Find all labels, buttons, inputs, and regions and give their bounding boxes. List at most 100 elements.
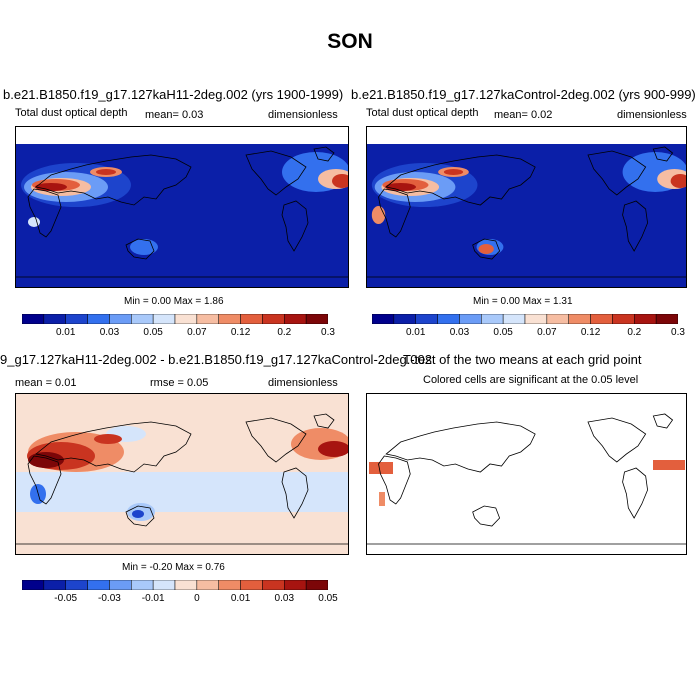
- colorbar-swatch: [372, 314, 395, 324]
- colorbar-tick-label: 0.01: [55, 327, 76, 338]
- colorbar-swatch: [459, 314, 482, 324]
- panel-ttest-title: T-test of the two means at each grid poi…: [403, 352, 642, 367]
- colorbar-tick-label: 0.07: [187, 327, 207, 338]
- diff-contour-africa-core: [28, 452, 64, 468]
- colorbar-swatch: [109, 314, 132, 324]
- coastline-1: [27, 455, 62, 505]
- coastline-4: [281, 467, 309, 519]
- colorbar-swatch: [481, 314, 504, 324]
- colorbar-tick-label: 0: [194, 593, 200, 604]
- colorbar-swatch: [393, 314, 416, 324]
- colorbar-swatch: [305, 314, 328, 324]
- ttest-significant-africa: [369, 462, 393, 474]
- colorbar-swatch: [568, 314, 591, 324]
- dust-contour-sahara-core: [35, 183, 67, 191]
- diff-contour-atlantic-core: [318, 441, 348, 457]
- colorbar-swatch: [284, 580, 307, 590]
- coastline-1: [378, 188, 411, 238]
- colorbar-tick-label: 0.03: [449, 327, 470, 338]
- colorbar-swatch: [87, 314, 110, 324]
- colorbar-tick-label: 0.05: [143, 327, 163, 338]
- colorbar-svg: [22, 580, 328, 590]
- colorbar-tick-label: -0.03: [98, 593, 121, 604]
- coastline-4: [622, 200, 648, 252]
- colorbar-control: 0.01 0.03 0.05 0.07 0.12 0.2 0.3: [372, 314, 685, 338]
- dust-contour-africa-south: [28, 217, 40, 227]
- coastline-0: [35, 421, 192, 473]
- panel-difference-map: [15, 393, 349, 555]
- coastline-5: [652, 413, 674, 429]
- panel-case-variable: Total dust optical depth: [15, 107, 128, 119]
- colorbar-tick-label: 0.2: [627, 327, 642, 338]
- colorbar-svg: [372, 314, 678, 324]
- dust-contour-africa-south: [371, 206, 386, 224]
- colorbar-swatch: [152, 580, 176, 590]
- diff-contour-australia-core: [132, 510, 144, 518]
- coastline-1: [27, 188, 62, 238]
- colorbar-swatch: [218, 314, 241, 324]
- diff-contour-asia: [94, 434, 122, 444]
- panel-case-units: dimensionless: [268, 109, 338, 121]
- colorbar-swatch: [174, 580, 198, 590]
- colorbar-swatch: [240, 314, 263, 324]
- colorbar-tick-label: 0.03: [274, 593, 295, 604]
- dust-contour-sahara-core: [385, 183, 417, 191]
- dust-contour-asia-core: [96, 169, 116, 175]
- colorbar-swatch: [65, 314, 88, 324]
- diff-band-tropics: [16, 472, 348, 512]
- ttest-significant-africa-south: [379, 492, 385, 506]
- colorbar-swatch: [43, 314, 66, 324]
- dust-contour-australia: [130, 239, 158, 255]
- coastline-4: [622, 467, 648, 519]
- colorbar-tick-label: -0.05: [54, 593, 78, 604]
- coastline-0: [385, 154, 536, 206]
- colorbar-swatch: [240, 580, 263, 590]
- map-top-blank: [16, 127, 348, 144]
- colorbar-tick-label: 0.05: [318, 593, 338, 604]
- panel-difference-minmax: Min = -0.20 Max = 0.76: [122, 562, 225, 573]
- coastline-3: [587, 417, 647, 463]
- map-case-plot: [16, 127, 348, 287]
- map-top-blank: [367, 127, 686, 144]
- panel-ttest-map: [366, 393, 687, 555]
- map-control-plot: [367, 127, 686, 287]
- dust-contour-asia-core: [443, 169, 464, 175]
- panel-case-map: [15, 126, 349, 288]
- colorbar-case: 0.01 0.03 0.05 0.07 0.12 0.2 0.3: [22, 314, 335, 338]
- coastline-1: [378, 455, 411, 505]
- colorbar-tick-label: 0.07: [537, 327, 557, 338]
- colorbar-swatch: [612, 314, 635, 324]
- panel-case-minmax: Min = 0.00 Max = 1.86: [124, 296, 224, 307]
- figure-title: SON: [327, 30, 373, 53]
- colorbar-swatch: [437, 314, 460, 324]
- coastline-5: [313, 146, 335, 162]
- dust-contour-atlantic-core: [332, 174, 348, 188]
- colorbar-swatch: [305, 580, 328, 590]
- coastline-2: [472, 505, 501, 527]
- panel-control-units: dimensionless: [617, 109, 687, 121]
- colorbar-swatch: [196, 580, 219, 590]
- coastline-0: [385, 421, 536, 473]
- colorbar-swatch: [524, 314, 548, 324]
- colorbar-tick-label: 0.3: [321, 327, 335, 338]
- panel-control-map: [366, 126, 687, 288]
- colorbar-swatch: [218, 580, 241, 590]
- colorbar-swatch: [152, 314, 176, 324]
- dust-contour-australia-core: [478, 244, 494, 254]
- colorbar-swatch: [22, 580, 45, 590]
- colorbar-swatch: [109, 580, 132, 590]
- colorbar-difference: -0.05 -0.03 -0.01 0 0.01 0.03 0.05: [22, 580, 338, 604]
- coastline-3: [245, 417, 307, 463]
- panel-control-minmax: Min = 0.00 Max = 1.31: [473, 296, 573, 307]
- coastline-3: [587, 150, 647, 196]
- colorbar-swatch: [87, 580, 110, 590]
- coastline-4: [281, 200, 309, 252]
- map-difference-plot: [16, 394, 348, 554]
- colorbar-swatch: [196, 314, 219, 324]
- colorbar-swatch: [43, 580, 66, 590]
- panel-control-variable: Total dust optical depth: [366, 107, 479, 119]
- colorbar-swatch: [634, 314, 657, 324]
- colorbar-tick-label: 0.12: [580, 327, 601, 338]
- ttest-significant-atlantic: [653, 460, 685, 470]
- colorbar-swatch: [262, 580, 285, 590]
